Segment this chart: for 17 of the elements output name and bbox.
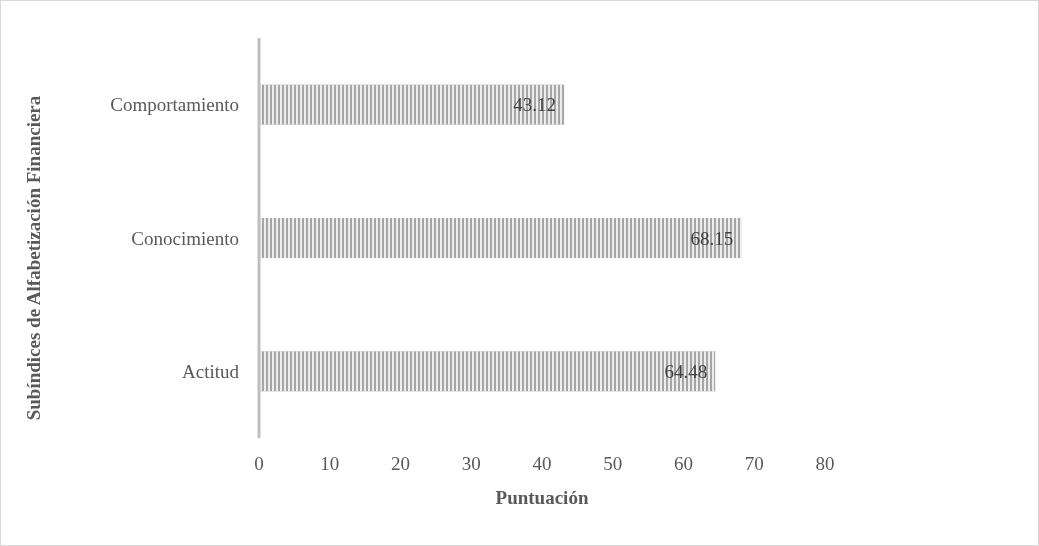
y-tick-label: Actitud [182, 360, 240, 382]
x-tick-label: 60 [674, 453, 693, 474]
data-label: 43.12 [513, 94, 557, 116]
y-tick-label: Comportamiento [110, 94, 239, 116]
data-label: 68.15 [690, 227, 734, 249]
y-tick-label: Conocimiento [131, 227, 239, 249]
x-tick-label: 70 [744, 453, 764, 474]
data-label: 64.48 [664, 360, 708, 382]
x-tick-label: 0 [254, 453, 264, 474]
x-tick-label: 30 [461, 453, 481, 474]
x-tick-label: 20 [391, 453, 410, 474]
x-axis-title: Puntuación [495, 487, 589, 508]
x-tick-label: 50 [603, 453, 623, 474]
x-tick-label: 80 [815, 453, 835, 474]
x-tick-label: 10 [320, 453, 340, 474]
y-axis-title: Subíndices de Alfabetización Financiera [23, 95, 44, 421]
x-tick-label: 40 [532, 453, 552, 474]
